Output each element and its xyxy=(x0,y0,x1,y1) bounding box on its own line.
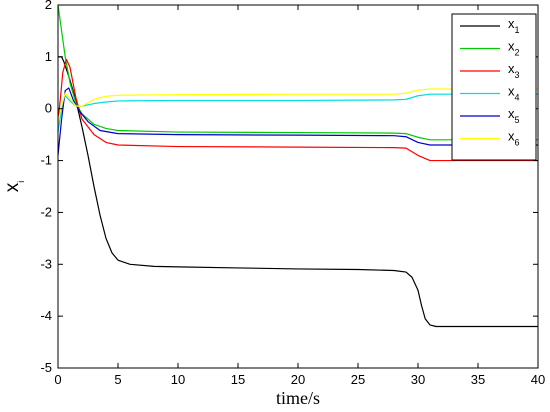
legend-entry-sub: 5 xyxy=(515,115,520,125)
x-tick-label: 30 xyxy=(411,372,425,387)
y-axis-label: xi xyxy=(2,181,26,193)
x-tick-label: 40 xyxy=(531,372,545,387)
axes-frame xyxy=(57,4,539,369)
y-tick-label: -1 xyxy=(40,153,52,168)
x-tick-label: 25 xyxy=(351,372,365,387)
legend-box xyxy=(451,13,537,161)
legend-entry-main: x xyxy=(508,16,515,31)
legend-entry-main: x xyxy=(508,39,515,54)
series-line-1 xyxy=(58,56,538,328)
y-tick-label: -3 xyxy=(40,256,52,271)
x-tick-label: 35 xyxy=(471,372,485,387)
y-axis-label-main: x xyxy=(2,182,23,192)
x-tick-label: 0 xyxy=(54,372,61,387)
series-line-5 xyxy=(57,87,538,156)
legend-entry-sub: 2 xyxy=(515,48,520,58)
legend-entry-main: x xyxy=(508,61,515,76)
x-tick-label: 15 xyxy=(231,372,245,387)
legend-entry-6: x6 xyxy=(508,129,520,148)
legend-entry-2: x2 xyxy=(508,39,520,58)
legend-entry-sub: 4 xyxy=(515,93,520,103)
y-tick-label: -4 xyxy=(40,308,52,323)
series-layer xyxy=(57,4,538,328)
series-line-2 xyxy=(57,4,538,141)
y-tick-label: -2 xyxy=(40,204,52,219)
x-tick-label: 10 xyxy=(171,372,185,387)
y-tick-label: 2 xyxy=(45,0,52,12)
legend-entry-sub: 1 xyxy=(515,25,520,35)
legend-entry-4: x4 xyxy=(508,84,520,103)
legend-entry-main: x xyxy=(508,106,515,121)
legend-entry-sub: 3 xyxy=(515,70,520,80)
y-tick-label: -5 xyxy=(40,360,52,375)
y-axis-label-sub: i xyxy=(16,181,26,183)
legend-entry-3: x3 xyxy=(508,61,520,80)
legend-entry-main: x xyxy=(508,84,515,99)
series-line-6 xyxy=(57,88,538,122)
y-tick-label: 1 xyxy=(45,49,52,64)
legend-entry-1: x1 xyxy=(508,16,520,35)
series-line-3 xyxy=(57,58,538,162)
x-axis-label: time/s xyxy=(276,388,320,408)
x-tick-label: 20 xyxy=(291,372,305,387)
x-tick-label: 5 xyxy=(114,372,121,387)
legend-entry-5: x5 xyxy=(508,106,520,125)
legend-entry-sub: 6 xyxy=(515,138,520,148)
y-tick-label: 0 xyxy=(45,101,52,116)
legend-entry-main: x xyxy=(508,129,515,144)
series-line-4 xyxy=(57,93,538,133)
